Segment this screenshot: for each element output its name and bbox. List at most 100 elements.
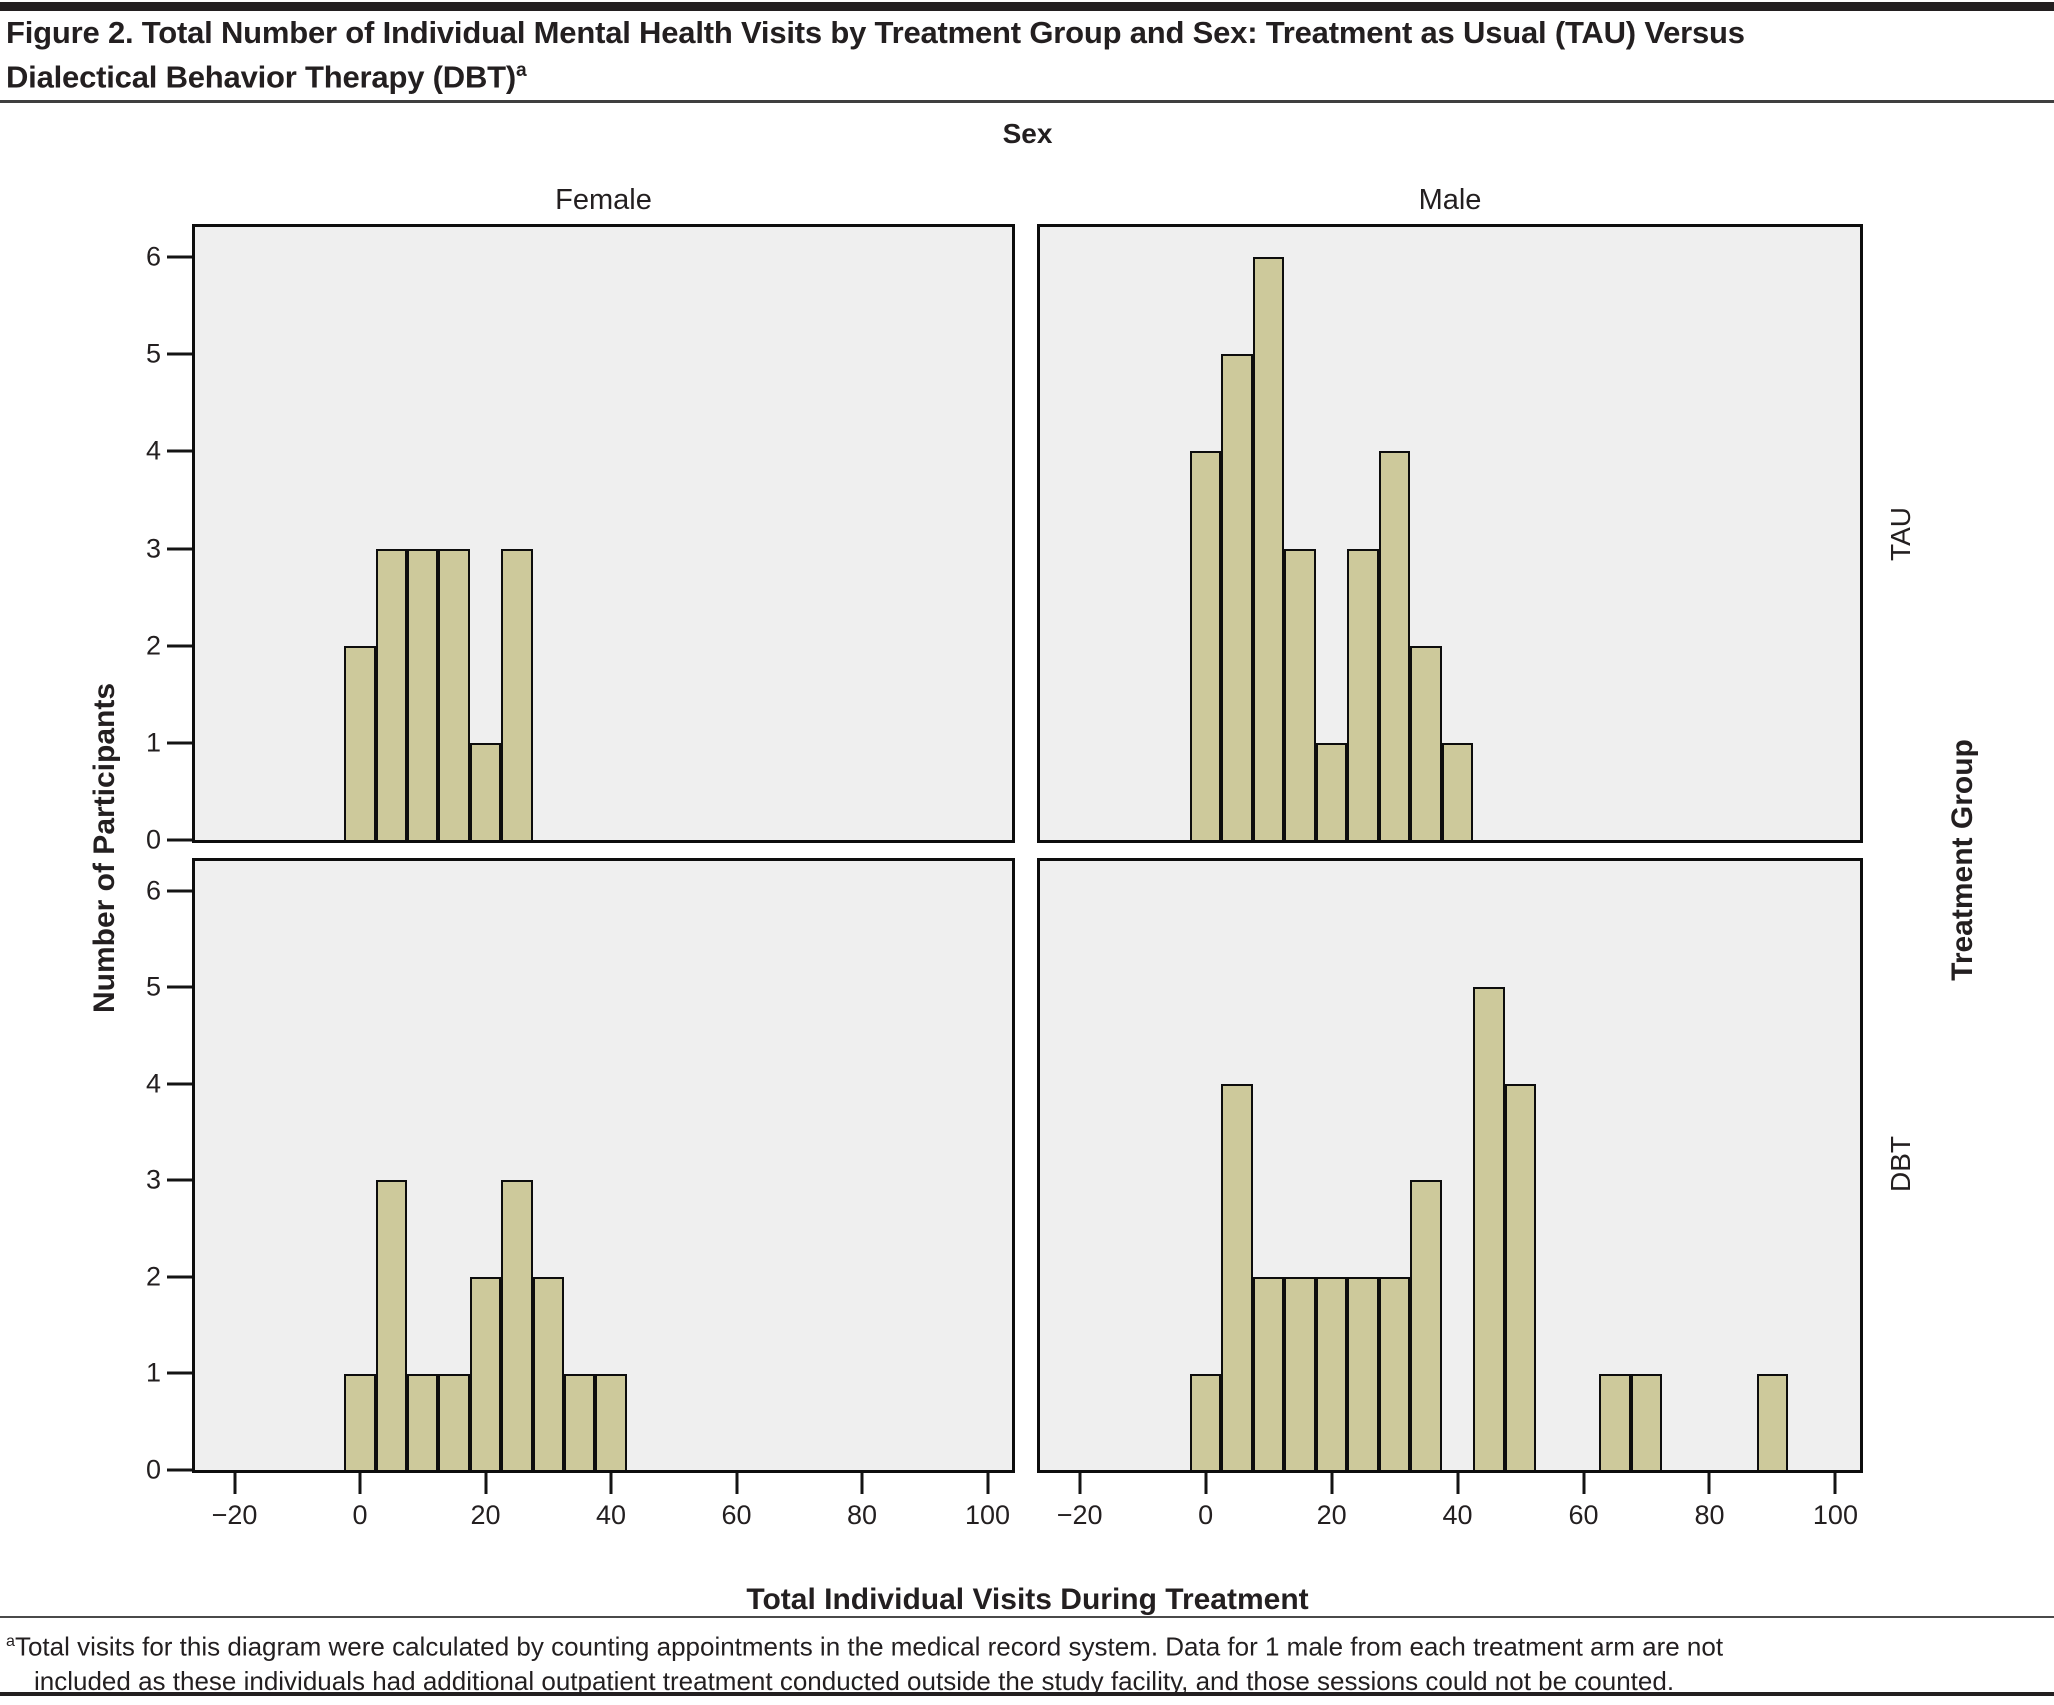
histogram-bar bbox=[1221, 354, 1253, 840]
histogram-bar bbox=[1378, 1276, 1411, 1470]
histogram-bar bbox=[532, 1276, 564, 1470]
y-axis-tick-label: 6 bbox=[145, 241, 161, 272]
y-axis-title: Number of Participants bbox=[88, 682, 121, 1014]
histogram-bar bbox=[1347, 548, 1379, 840]
histogram-bar bbox=[375, 548, 408, 840]
y-axis-tick-label: 1 bbox=[145, 727, 161, 758]
histogram-bar bbox=[1599, 1373, 1631, 1470]
histogram-panel-dbt-male: −20 0 20 40 60 80 100 bbox=[1037, 858, 1863, 1529]
histogram-bar bbox=[1252, 257, 1285, 840]
histogram-bar bbox=[469, 1276, 502, 1470]
histogram-bar bbox=[563, 1373, 596, 1470]
row-label-dbt: DBT bbox=[1885, 1136, 1916, 1192]
histogram-bar bbox=[1410, 645, 1442, 840]
x-axis-tick bbox=[735, 1473, 739, 1494]
x-axis-tick-label: 20 bbox=[1316, 1500, 1347, 1530]
x-axis-tick-label: 80 bbox=[846, 1500, 878, 1530]
y-axis-tick-label: 2 bbox=[145, 1261, 161, 1292]
facet-row-axis-title: Treatment Group bbox=[1946, 739, 1979, 981]
histogram-bar bbox=[1252, 1276, 1285, 1470]
histogram-bar bbox=[1441, 742, 1474, 840]
x-axis-tick bbox=[358, 1473, 362, 1494]
y-axis-tick-label: 6 bbox=[145, 875, 161, 906]
facet-column-header: Sex bbox=[1002, 118, 1053, 149]
row-label-tau: TAU bbox=[1885, 507, 1916, 561]
footnote-line2: included as these individuals had additi… bbox=[34, 1665, 1675, 1696]
x-axis-tick-label: −20 bbox=[1056, 1500, 1103, 1530]
y-axis-tick-label: 0 bbox=[145, 824, 161, 855]
y-axis-tick-label: 5 bbox=[145, 971, 161, 1002]
x-axis-tick-label: 100 bbox=[964, 1500, 1011, 1530]
histogram-bar bbox=[1473, 987, 1505, 1470]
histogram-panel-tau-male bbox=[1037, 224, 1863, 843]
histogram-bar bbox=[501, 1180, 533, 1470]
histogram-bar bbox=[344, 645, 376, 840]
x-axis-tick bbox=[860, 1473, 864, 1494]
y-axis-tick-label: 3 bbox=[145, 533, 161, 564]
y-axis-tick bbox=[167, 1082, 192, 1086]
title-superscript: a bbox=[516, 60, 527, 81]
histogram-bar bbox=[344, 1373, 376, 1470]
y-axis-tick bbox=[167, 741, 192, 745]
histogram-bar bbox=[1756, 1373, 1789, 1470]
y-axis-tick bbox=[167, 838, 192, 842]
x-axis-tick-label: 0 bbox=[352, 1500, 368, 1530]
y-axis-tick bbox=[167, 889, 192, 893]
x-axis-tick-label: 100 bbox=[1812, 1500, 1858, 1530]
y-axis-tick bbox=[167, 644, 192, 648]
x-axis-tick bbox=[1204, 1473, 1208, 1494]
y-axis-tick-label: 4 bbox=[145, 1068, 161, 1099]
histogram-bar bbox=[1284, 548, 1316, 840]
x-axis-tick-label: 60 bbox=[1568, 1500, 1599, 1530]
histogram-bar bbox=[407, 1373, 439, 1470]
footnote-divider bbox=[0, 1616, 2054, 1618]
histogram-bar bbox=[1189, 451, 1222, 840]
footnote-superscript: a bbox=[6, 1632, 15, 1650]
y-axis-tick bbox=[167, 1178, 192, 1182]
top-border-bar bbox=[0, 2, 2054, 11]
x-axis-tick-label: 0 bbox=[1198, 1500, 1214, 1530]
x-axis-tick-label: 80 bbox=[1694, 1500, 1725, 1530]
x-axis-tick bbox=[484, 1473, 488, 1494]
histogram-bar bbox=[1630, 1373, 1663, 1470]
y-axis-tick bbox=[167, 547, 192, 551]
histogram-bar bbox=[407, 548, 439, 840]
histogram-bar bbox=[469, 742, 502, 840]
figure-title-line1: Figure 2. Total Number of Individual Men… bbox=[6, 15, 1745, 50]
y-axis-tick bbox=[167, 1468, 192, 1472]
histogram-bar bbox=[1315, 742, 1348, 840]
y-axis-tick-label: 4 bbox=[145, 435, 161, 466]
x-axis-tick bbox=[1707, 1473, 1711, 1494]
x-axis-tick bbox=[233, 1473, 237, 1494]
bottom-border-bar bbox=[0, 1692, 2054, 1696]
histogram-bar bbox=[1315, 1276, 1348, 1470]
column-label-female: Female bbox=[555, 184, 652, 216]
histogram-bar bbox=[595, 1373, 627, 1470]
y-axis-tick-label: 5 bbox=[145, 338, 161, 369]
x-axis-title: Total Individual Visits During Treatment bbox=[746, 1583, 1309, 1616]
histogram-bar bbox=[1504, 1083, 1537, 1470]
y-axis-tick-label: 0 bbox=[145, 1454, 161, 1485]
histogram-bar bbox=[438, 1373, 470, 1470]
x-axis-tick-label: 60 bbox=[721, 1500, 752, 1530]
x-axis-tick bbox=[1330, 1473, 1334, 1494]
figure-title-line2: Dialectical Behavior Therapy (DBT)a bbox=[6, 59, 527, 95]
x-axis-tick bbox=[1078, 1473, 1082, 1494]
y-axis-tick bbox=[167, 1275, 192, 1279]
column-label-male: Male bbox=[1418, 184, 1482, 216]
title-divider bbox=[0, 100, 2054, 103]
x-axis-tick-label: 40 bbox=[1442, 1500, 1473, 1530]
y-axis-tick bbox=[167, 352, 192, 356]
x-axis-tick bbox=[609, 1473, 613, 1494]
y-axis-tick-label: 1 bbox=[145, 1357, 161, 1388]
x-axis-tick-label: 20 bbox=[470, 1500, 501, 1530]
histogram-bar bbox=[1410, 1180, 1442, 1470]
y-axis-tick-label: 3 bbox=[145, 1164, 161, 1195]
histogram-bar bbox=[501, 548, 533, 840]
y-axis-tick bbox=[167, 1371, 192, 1375]
y-axis-tick bbox=[167, 449, 192, 453]
x-axis-tick bbox=[986, 1473, 990, 1494]
histogram-bar bbox=[438, 548, 470, 840]
x-axis-tick bbox=[1456, 1473, 1460, 1494]
x-axis-tick-label: 40 bbox=[595, 1500, 627, 1530]
